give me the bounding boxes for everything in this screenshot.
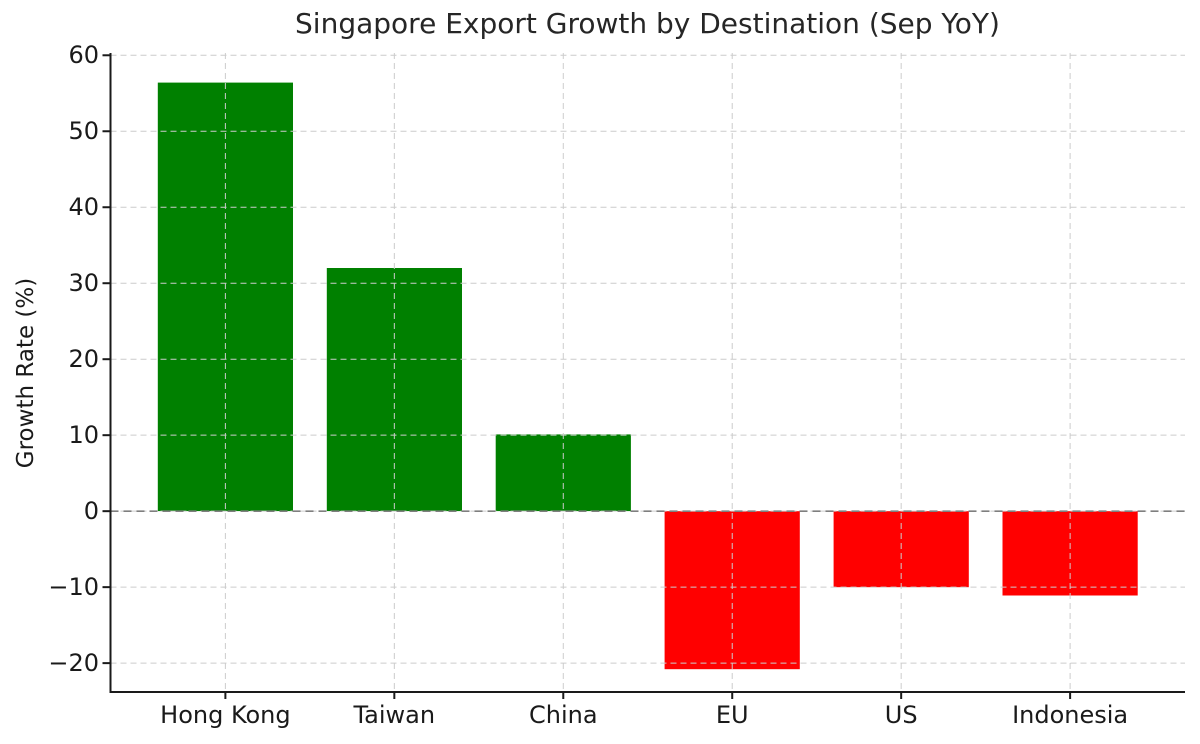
x-tick-label: China xyxy=(529,701,598,729)
x-tick-label: Indonesia xyxy=(1012,701,1129,729)
y-tick-label: −20 xyxy=(48,649,99,678)
y-tick-label: 20 xyxy=(68,345,99,374)
y-tick-label: 40 xyxy=(68,193,99,222)
x-tick-label: EU xyxy=(715,701,749,729)
y-axis-label: Growth Rate (%) xyxy=(13,277,39,469)
y-tick-label: −10 xyxy=(48,573,99,602)
y-tick-label: 30 xyxy=(68,269,99,298)
x-tick-label: US xyxy=(884,701,918,729)
chart-title: Singapore Export Growth by Destination (… xyxy=(295,7,1000,40)
y-tick-label: 60 xyxy=(68,41,99,70)
y-tick-label: 10 xyxy=(68,421,99,450)
x-tick-label: Hong Kong xyxy=(160,701,291,729)
y-tick-label: 0 xyxy=(83,497,99,526)
y-tick-label: 50 xyxy=(68,117,99,146)
x-tick-label: Taiwan xyxy=(353,701,436,729)
